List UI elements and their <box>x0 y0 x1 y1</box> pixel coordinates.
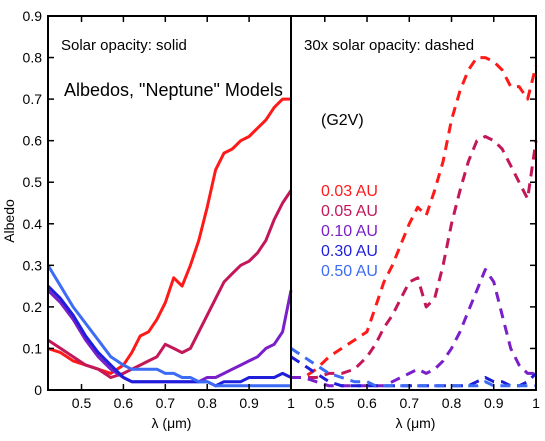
series-line-left-4 <box>46 285 292 388</box>
x-tick-label-left-2: 0.6 <box>114 395 134 411</box>
x-tick-label-right-5: 0.9 <box>484 395 504 411</box>
y-tick-label-5: 0.4 <box>23 216 43 232</box>
x-tick-label-left-1: 0.5 <box>72 395 92 411</box>
y-tick-label-4: 0.3 <box>23 257 43 273</box>
y-tick-label-7: 0.6 <box>23 133 43 149</box>
series-line-right-3 <box>291 268 536 388</box>
chart-title: Albedos, "Neptune" Models <box>64 80 283 100</box>
x-tick-label-right-3: 0.7 <box>400 395 420 411</box>
y-tick-label-1: 0 <box>34 382 42 398</box>
x-tick-label-left-5: 0.9 <box>239 395 259 411</box>
x-tick-label-right-6: 1 <box>532 395 540 411</box>
x-tick-label-right-1: 0.5 <box>315 395 335 411</box>
x-axis-label-right: λ (μm) <box>396 415 436 431</box>
x-tick-label-right-2: 0.6 <box>357 395 377 411</box>
y-tick-label-9: 0.8 <box>23 50 43 66</box>
series-line-left-2 <box>47 189 293 379</box>
legend-entry-2: 0.05 AU <box>321 203 378 220</box>
series-line-right-2 <box>291 135 538 379</box>
x-tick-label-left-3: 0.7 <box>156 395 176 411</box>
panel-annotation-right: 30x solar opacity: dashed <box>304 37 474 54</box>
y-axis-label: Albedo <box>1 199 17 243</box>
legend-entry-3: 0.10 AU <box>321 223 378 240</box>
x-tick-label-left-6: 1 <box>287 395 295 411</box>
panel-annotation-left: Solar opacity: solid <box>61 37 187 54</box>
star-type-label: (G2V) <box>321 112 364 129</box>
x-tick-label-right-4: 0.8 <box>442 395 462 411</box>
y-tick-label-10: 0.9 <box>23 8 43 24</box>
y-tick-label-6: 0.5 <box>23 174 43 190</box>
panel-frame-right <box>290 15 537 391</box>
y-tick-label-2: 0.1 <box>23 340 43 356</box>
panel-left: 0.5 0.6 0.7 0.8 0.9 1 λ (μm) Solar opacity: sol… <box>46 15 295 431</box>
x-tick-label-left-4: 0.8 <box>197 395 217 411</box>
series-line-left-5 <box>46 264 291 388</box>
x-axis-label-left: λ (μm) <box>152 415 192 431</box>
y-tick-label-3: 0.2 <box>23 299 43 315</box>
series-line-right-5 <box>290 347 536 388</box>
legend-entry-1: 0.03 AU <box>321 183 378 200</box>
legend-entry-5: 0.50 AU <box>321 263 378 280</box>
legend: 0.03 AU 0.05 AU 0.10 AU 0.30 AU 0.50 AU <box>321 183 378 280</box>
series-line-right-1 <box>291 56 538 379</box>
y-axis: 0 0.1 0.2 0.3 0.4 0.5 0.6 0.7 0.8 0.9 <box>23 8 536 398</box>
panel-right: 0.5 0.6 0.7 0.8 0.9 1 λ (μm) 30x solar opacity:… <box>290 15 540 431</box>
legend-entry-4: 0.30 AU <box>321 243 378 260</box>
y-tick-label-8: 0.7 <box>23 91 43 107</box>
